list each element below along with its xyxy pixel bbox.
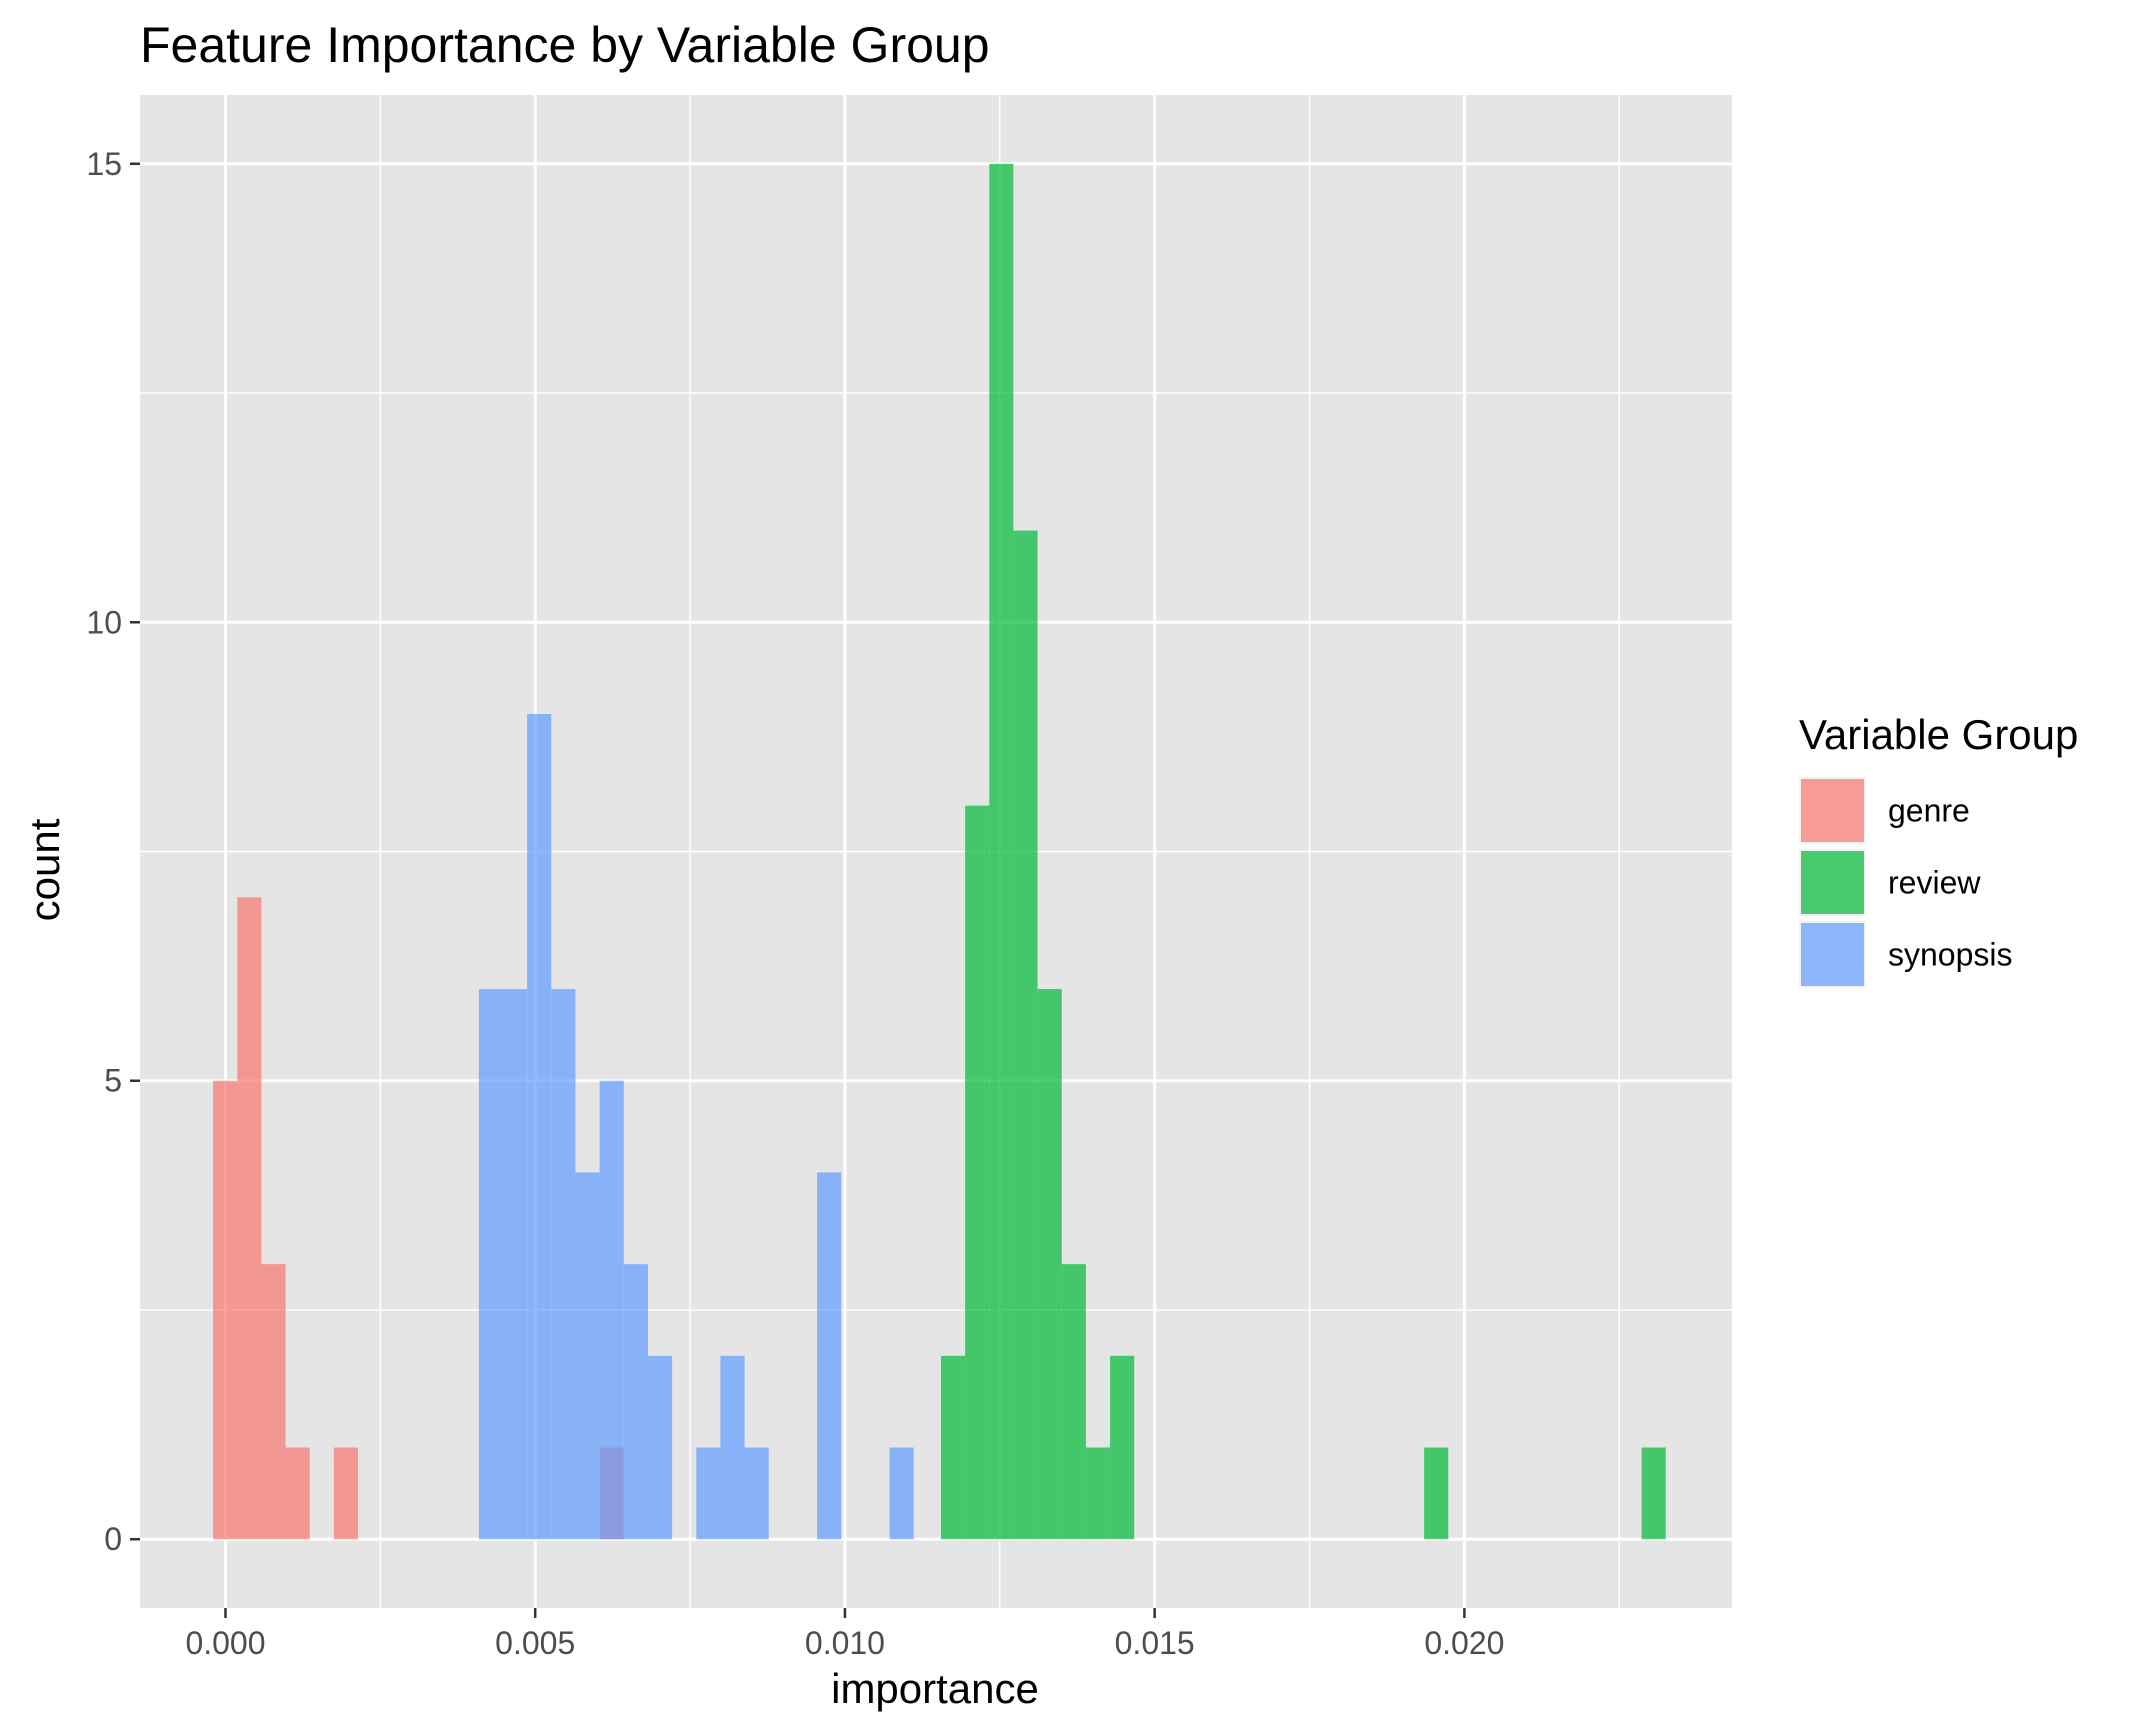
bar-genre [213,1080,238,1540]
legend-key-synopsis [1801,923,1864,986]
bar-synopsis [889,1447,914,1540]
bar-synopsis [647,1355,673,1540]
legend-key-review [1801,851,1864,914]
y-axis-title: count [21,818,68,921]
bar-genre [261,1264,286,1540]
legend-label-review: review [1888,865,1981,901]
x-tick-label: 0.015 [1115,1625,1195,1661]
y-axis-ticks: 0 5 10 15 [86,146,140,1557]
bar-synopsis [623,1264,648,1540]
bar-synopsis [551,989,576,1540]
legend-label-synopsis: synopsis [1888,937,2013,973]
histogram-bars [213,163,1666,1540]
bar-synopsis [696,1447,721,1540]
legend-title: Variable Group [1799,711,2078,758]
bar-review [1110,1355,1135,1540]
bar-synopsis [817,1172,842,1540]
bar-genre [237,897,262,1540]
bar-review [940,1355,966,1540]
y-tick-label: 0 [104,1521,122,1557]
bar-synopsis [744,1447,769,1540]
bar-review [1013,530,1038,1540]
bar-genre [285,1447,310,1540]
legend: Variable Group genre review synopsis [1799,711,2078,988]
x-axis-title: importance [831,1665,1039,1712]
gridlines [140,95,1732,1608]
legend-items: genre review synopsis [1799,777,2013,988]
legend-label-genre: genre [1888,793,1970,829]
x-axis-ticks: 0.000 0.005 0.010 0.015 0.020 [185,1608,1504,1661]
bar-synopsis [720,1355,745,1540]
bar-review [1641,1447,1666,1540]
bar-synopsis [599,1080,624,1540]
bar-review [965,805,990,1540]
bar-synopsis [527,713,552,1540]
bar-genre [333,1447,359,1540]
y-tick-label: 15 [86,146,122,182]
y-tick-label: 5 [104,1063,122,1099]
y-tick-label: 10 [86,604,122,640]
bar-synopsis [478,989,504,1540]
bar-synopsis [503,989,528,1540]
bar-synopsis [575,1172,600,1540]
legend-key-genre [1801,779,1864,842]
x-tick-label: 0.020 [1424,1625,1504,1661]
bar-review [1085,1447,1111,1540]
bar-review [1424,1447,1449,1540]
chart-title: Feature Importance by Variable Group [140,17,990,73]
x-tick-label: 0.010 [805,1625,885,1661]
x-tick-label: 0.005 [495,1625,575,1661]
bar-review [1061,1264,1086,1540]
bar-review [1037,989,1062,1540]
x-tick-label: 0.000 [185,1625,265,1661]
bar-review [989,163,1014,1540]
